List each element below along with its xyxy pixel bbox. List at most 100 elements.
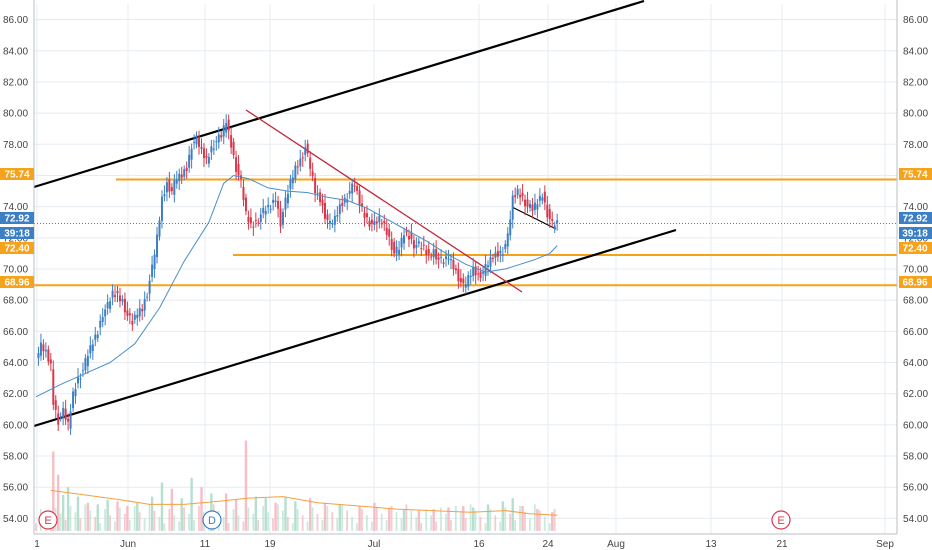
candle-body: [412, 240, 415, 249]
candle-body: [487, 265, 490, 267]
volume-bar: [459, 512, 462, 531]
candle-body: [356, 186, 359, 191]
candle-body: [180, 174, 183, 178]
price-ma-line: [35, 175, 558, 398]
volume-bar: [536, 509, 539, 531]
volume-bar: [64, 519, 67, 531]
volume-bar: [410, 510, 413, 531]
volume-bar: [118, 507, 121, 531]
candle-body: [440, 256, 443, 258]
volume-bar: [286, 516, 289, 531]
candle-body: [279, 208, 282, 227]
volume-bar: [388, 507, 391, 531]
candle-body: [215, 141, 218, 143]
candle-body: [494, 252, 497, 258]
volume-bar: [445, 513, 447, 531]
candle-body: [536, 204, 539, 210]
candle-body: [383, 220, 386, 224]
candle-body: [156, 234, 159, 258]
volume-moving-average: [50, 489, 558, 516]
candle-body: [210, 146, 213, 153]
candle-body: [442, 262, 445, 264]
candle-body: [331, 223, 334, 225]
candle-body: [459, 278, 462, 283]
y-tick-label-right: 62.00: [903, 389, 928, 400]
candle-body: [524, 199, 527, 207]
candle-body: [69, 411, 72, 429]
candle-body: [519, 194, 522, 198]
candle-body: [205, 155, 208, 158]
volume-bar: [242, 521, 245, 531]
candle-body: [42, 344, 45, 352]
volume-bar: [138, 512, 141, 531]
y-tick-label-left: 84.00: [3, 46, 28, 57]
candle-body: [232, 141, 235, 155]
volume-bar: [188, 513, 190, 531]
volume-bar: [274, 502, 277, 531]
volume-bar: [84, 504, 87, 531]
volume-bar: [96, 504, 99, 531]
volume-bar: [69, 505, 72, 531]
y-tick-label-right: 70.00: [903, 265, 928, 276]
candle-body: [153, 254, 156, 269]
candle-body: [121, 299, 124, 302]
candle-body: [533, 202, 536, 210]
y-tick-label-right: 84.00: [903, 46, 928, 57]
candle-body: [435, 249, 438, 260]
price-tag-left: 39:18: [4, 229, 30, 240]
candle-body: [529, 203, 531, 208]
lower-channel-line: [33, 228, 677, 428]
candle-body: [262, 207, 265, 214]
candle-body: [541, 197, 544, 201]
candle-body: [242, 187, 245, 200]
volume-bar: [252, 513, 255, 531]
candle-body: [74, 389, 77, 397]
candle-body: [365, 213, 368, 218]
candle-body: [326, 214, 329, 220]
grid: [34, 4, 897, 534]
volume-bar: [244, 440, 248, 531]
candle-body: [454, 268, 457, 271]
x-tick-label: 19: [264, 539, 276, 550]
y-tick-label-left: 56.00: [3, 483, 28, 494]
candle-body: [173, 180, 176, 195]
candle-body: [131, 320, 134, 325]
volume-bar: [267, 512, 269, 531]
candle-body: [405, 230, 408, 233]
y-tick-label-left: 70.00: [3, 265, 28, 276]
candle-body: [185, 167, 188, 171]
y-tick-label-right: 58.00: [903, 452, 928, 463]
volume-bar: [291, 523, 294, 531]
volume-bar: [336, 518, 339, 531]
candle-body: [306, 143, 309, 154]
candle-body: [247, 216, 250, 223]
event-marker-e[interactable]: E: [38, 510, 58, 530]
volume-bar: [548, 523, 551, 531]
candle-body: [543, 191, 546, 203]
candle-body: [118, 295, 121, 302]
candle-body: [212, 148, 215, 150]
event-marker-e[interactable]: E: [771, 510, 791, 530]
candle-body: [54, 400, 57, 410]
candle-body: [370, 219, 373, 224]
volume-bar: [454, 505, 457, 531]
event-marker-d[interactable]: D: [202, 510, 222, 530]
y-tick-label-left: 60.00: [3, 420, 28, 431]
candle-body: [390, 239, 393, 250]
candle-body: [37, 353, 40, 359]
candle-body: [165, 182, 168, 193]
candle-body: [415, 244, 418, 248]
candles: [37, 114, 559, 436]
volume-bar: [311, 507, 314, 531]
candle-body: [361, 203, 364, 207]
x-tick-label: 24: [542, 539, 554, 550]
volume-bar: [148, 504, 151, 531]
volume-bar: [126, 505, 129, 531]
volume-bar: [306, 521, 309, 531]
candle-body: [81, 370, 84, 372]
candle-body: [99, 320, 102, 328]
volume-bar: [365, 515, 368, 531]
candle-body: [195, 135, 198, 145]
